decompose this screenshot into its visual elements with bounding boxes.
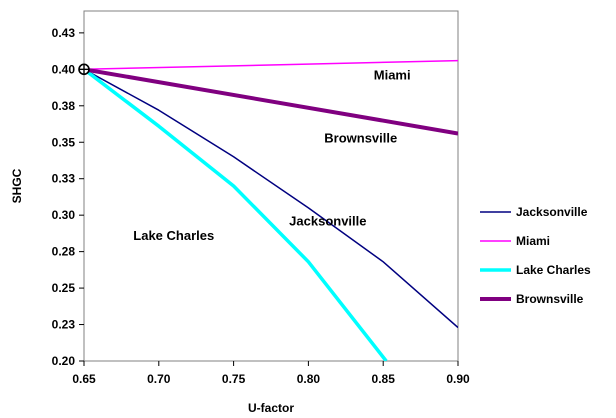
marker-layer xyxy=(78,63,90,76)
x-tick-label: 0.75 xyxy=(222,372,246,386)
y-tick-label: 0.25 xyxy=(52,281,76,295)
x-tick-label: 0.85 xyxy=(372,372,396,386)
y-tick-label: 0.35 xyxy=(52,135,76,149)
annotation-label: Brownsville xyxy=(324,130,397,145)
x-tick-label: 0.80 xyxy=(297,372,321,386)
y-tick-label: 0.38 xyxy=(52,99,76,113)
series-line-brownsville xyxy=(84,67,458,136)
annotation-layer: Miami Brownsville Jacksonville Lake Charles xyxy=(133,68,410,243)
series-line-miami xyxy=(84,59,458,71)
y-tick-label: 0.30 xyxy=(52,208,76,222)
y-tick-label: 0.40 xyxy=(52,62,76,76)
legend-label: Lake Charles xyxy=(516,263,591,277)
legend-label: Brownsville xyxy=(516,292,584,306)
x-tick-label: 0.90 xyxy=(446,372,470,386)
x-tick-label: 0.70 xyxy=(147,372,171,386)
y-tick-label: 0.33 xyxy=(52,172,76,186)
y-tick-label: 0.43 xyxy=(52,26,76,40)
plot-area xyxy=(83,10,459,362)
legend-label: Jacksonville xyxy=(516,205,588,219)
y-tick-label: 0.23 xyxy=(52,318,76,332)
annotation-label: Jacksonville xyxy=(289,213,366,228)
origin-marker xyxy=(78,63,90,76)
legend: Jacksonville Miami Lake Charles Brownsville xyxy=(480,205,591,306)
series-line-lake-charles xyxy=(84,67,388,361)
annotation-label: Miami xyxy=(374,68,411,83)
series-line-jacksonville xyxy=(84,68,458,329)
annotation-label: Lake Charles xyxy=(133,228,214,243)
y-axis-title: SHGC xyxy=(10,168,24,203)
x-tick-label: 0.65 xyxy=(72,372,96,386)
x-axis-title: U-factor xyxy=(248,401,294,415)
axes: 0.65 0.70 0.75 0.80 0.85 0.90 0.20 0.23 0.25 0.28… xyxy=(52,26,470,386)
y-tick-label: 0.28 xyxy=(52,245,76,259)
series-layer xyxy=(84,59,458,361)
legend-label: Miami xyxy=(516,234,550,248)
y-tick-label: 0.20 xyxy=(52,354,76,368)
